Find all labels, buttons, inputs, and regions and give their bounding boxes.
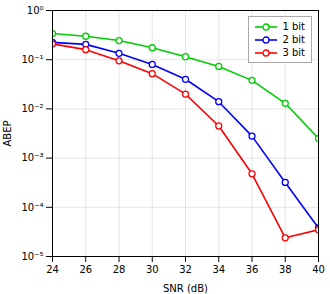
svg-text:10⁻⁴: 10⁻⁴ [21, 202, 43, 213]
svg-text:32: 32 [179, 264, 192, 275]
svg-text:26: 26 [79, 264, 92, 275]
html-text:3 bit: 3 bit [282, 47, 305, 58]
svg-text:SNR (dB): SNR (dB) [163, 283, 208, 294]
svg-text:ABEP: ABEP [2, 120, 13, 146]
svg-text:10⁻²: 10⁻² [21, 103, 43, 114]
svg-text:40: 40 [312, 264, 325, 275]
svg-text:36: 36 [246, 264, 259, 275]
svg-text:34: 34 [212, 264, 225, 275]
svg-text:10⁻⁵: 10⁻⁵ [21, 251, 43, 262]
svg-text:38: 38 [279, 264, 292, 275]
svg-text:10⁻³: 10⁻³ [21, 152, 43, 163]
html-text:1 bit: 1 bit [282, 21, 305, 32]
svg-text:24: 24 [46, 264, 59, 275]
svg-text:28: 28 [113, 264, 126, 275]
svg-text:10⁰: 10⁰ [27, 5, 44, 16]
svg-text:30: 30 [146, 264, 159, 275]
svg-text:10⁻¹: 10⁻¹ [21, 54, 43, 65]
html-text:2 bit: 2 bit [282, 34, 305, 45]
